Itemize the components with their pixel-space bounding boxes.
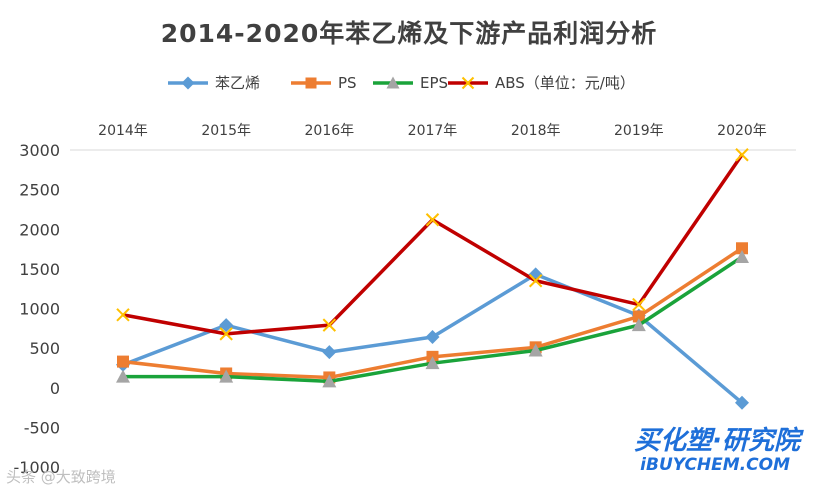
series-1-point	[117, 355, 129, 368]
series-3-point	[116, 308, 130, 322]
legend-label: EPS	[420, 74, 448, 92]
x-axis-tick-labels: 2014年 2015年 2016年 2017年 2018年 2019年 2020年	[98, 123, 767, 139]
x-tick-label: 2014年	[98, 123, 148, 139]
series-2-point	[322, 374, 337, 388]
series-0	[116, 267, 749, 410]
watermark-source: 头条 @大致跨境	[6, 468, 116, 486]
series-3-point	[425, 213, 440, 227]
series-1-point	[736, 242, 748, 255]
series-0-point	[425, 330, 440, 345]
legend-item-3: ABS（单位：元/吨）	[448, 74, 635, 92]
series-2-point	[425, 356, 440, 370]
y-tick-label: 2500	[19, 181, 60, 200]
y-tick-label: 3000	[19, 141, 60, 160]
legend-swatch-marker	[386, 76, 400, 89]
series-1-point	[632, 310, 645, 323]
legend-label: 苯乙烯	[215, 74, 260, 92]
series-3-line	[122, 153, 744, 336]
y-tick-label: 1000	[19, 300, 60, 319]
series-0-point	[322, 345, 337, 360]
series-group	[116, 148, 749, 410]
series-2	[116, 249, 749, 388]
legend-item-1: PS	[291, 74, 357, 92]
series-0-point	[219, 318, 234, 333]
chart-title: 2014-2020年苯乙烯及下游产品利润分析	[161, 19, 658, 48]
x-tick-label: 2015年	[201, 123, 251, 139]
legend-item-2: EPS	[373, 74, 448, 92]
y-tick-label: 2000	[19, 220, 60, 239]
series-2-point	[631, 318, 646, 332]
y-tick-label: -1000	[14, 458, 61, 477]
legend-swatch-marker-stroke	[461, 76, 475, 90]
series-3-point	[219, 327, 233, 341]
series-3-point	[735, 148, 749, 162]
y-tick-label: 500	[29, 339, 60, 358]
series-3-point-stroke	[322, 318, 337, 332]
legend-label: PS	[338, 74, 357, 92]
series-3-point-stroke	[219, 327, 233, 341]
series-3-point-stroke	[632, 297, 646, 312]
watermark-en: iBUYCHEM.COM	[640, 455, 790, 475]
legend-item-0: 苯乙烯	[168, 74, 260, 92]
series-3-point	[528, 274, 543, 288]
x-tick-label: 2019年	[614, 123, 664, 139]
legend-swatch-marker	[181, 76, 195, 90]
legend-label: ABS（单位：元/吨）	[495, 74, 635, 92]
legend-swatch-marker	[461, 76, 475, 90]
y-tick-label: -500	[24, 418, 60, 437]
series-3-point-stroke	[425, 213, 440, 227]
legend-swatch-marker	[305, 77, 317, 89]
series-0-point	[735, 395, 749, 410]
series-2-point	[219, 369, 234, 383]
watermark-cn: 买化塑·研究院	[634, 426, 804, 456]
y-axis-tick-labels: 3000 2500 2000 1500 1000 500 0 -500 -1000	[14, 141, 61, 477]
series-3-point	[322, 318, 337, 332]
x-tick-label: 2016年	[305, 123, 355, 139]
series-3	[116, 148, 749, 341]
x-tick-label: 2017年	[408, 123, 458, 139]
x-tick-label: 2020年	[717, 123, 767, 139]
series-2-point	[116, 369, 130, 383]
series-2-point	[528, 343, 543, 357]
series-3-point-stroke	[116, 308, 130, 322]
series-2-point	[735, 249, 749, 263]
y-tick-label: 1500	[19, 260, 60, 279]
watermark: 买化塑·研究院 iBUYCHEM.COM 头条 @大致跨境	[6, 426, 804, 486]
series-3-point-stroke	[735, 148, 749, 162]
series-3-point	[632, 297, 646, 312]
y-tick-label: 0	[50, 379, 60, 398]
legend: 苯乙烯 PS EPS ABS（单位：元/吨）	[168, 74, 635, 92]
series-3-point-stroke	[528, 274, 543, 288]
x-tick-label: 2018年	[511, 123, 561, 139]
